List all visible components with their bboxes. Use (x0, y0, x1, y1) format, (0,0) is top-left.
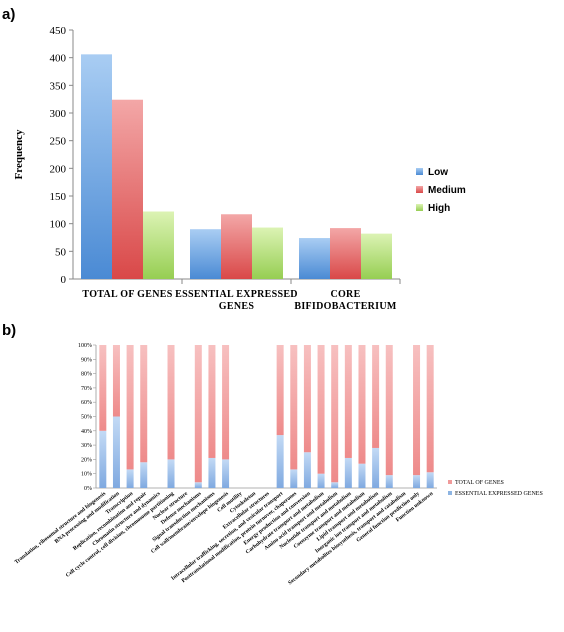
y-tick-label: 450 (50, 25, 67, 37)
bar-total-of-genes (99, 345, 107, 431)
y-axis-title: Frequency (13, 129, 25, 179)
y-tick-label: 80% (81, 372, 92, 378)
y-tick-label: 250 (50, 136, 67, 148)
bar-total-of-genes (372, 345, 380, 448)
bar-essential-expressed (413, 475, 421, 488)
bar-total-of-genes (140, 345, 148, 463)
legend-label-essential: ESSENTIAL EXPRESSED GENES (455, 491, 543, 497)
bar-total-of-genes (331, 345, 339, 483)
y-tick-label: 0 (61, 274, 67, 286)
bar-essential-expressed (208, 457, 216, 488)
y-tick-label: 70% (81, 386, 92, 392)
y-tick-label: 350 (50, 80, 67, 92)
legend-swatch-high (416, 204, 423, 211)
bar-total-of-genes (303, 345, 311, 453)
y-tick-label: 10% (81, 472, 92, 478)
bar-high (361, 233, 392, 279)
y-tick-label: 30% (81, 443, 92, 449)
y-tick-label: 50 (55, 246, 67, 258)
bar-essential-expressed (331, 482, 339, 488)
bar-total-of-genes (413, 345, 421, 476)
bar-essential-expressed (99, 430, 107, 488)
bar-total-of-genes (344, 345, 352, 458)
legend-label-total: TOTAL OF GENES (455, 480, 504, 486)
bar-essential-expressed (372, 447, 380, 488)
bar-total-of-genes (276, 345, 284, 436)
y-tick-label: 90% (81, 357, 92, 363)
y-tick-label: 20% (81, 457, 92, 463)
y-tick-label: 400 (50, 53, 67, 65)
y-tick-label: 40% (81, 429, 92, 435)
bar-low (81, 54, 112, 280)
bar-essential-expressed (140, 462, 148, 488)
bar-total-of-genes (317, 345, 325, 474)
legend-label-high: High (428, 203, 450, 214)
bar-essential-expressed (426, 472, 434, 488)
y-tick-label: 50% (81, 415, 92, 421)
y-tick-label: 60% (81, 400, 92, 406)
chart-a: 0 50 100 150 200 250 300 350 400 450 Frequency TOTA… (13, 25, 466, 312)
y-tick-label: 300 (50, 108, 67, 120)
legend-label-low: Low (428, 167, 448, 178)
bar-essential-expressed (303, 452, 311, 488)
bar-low (299, 238, 330, 279)
panel-b-label: b) (2, 322, 16, 339)
bar-essential-expressed (290, 469, 298, 488)
bar-total-of-genes (208, 345, 216, 458)
legend-swatch-low (416, 168, 423, 175)
y-tick-label: 200 (50, 163, 67, 175)
chart-b: 0%10%20%30%40%50%60%70%80%90%100%Transla… (14, 343, 543, 586)
bar-essential-expressed (385, 475, 393, 488)
bar-essential-expressed (112, 416, 120, 488)
x-category-label: TOTAL OF GENES (82, 289, 172, 300)
bar-medium (221, 214, 252, 279)
x-category-label: ESSENTIAL EXPRESSED GENES (175, 289, 298, 312)
bar-total-of-genes (385, 345, 393, 476)
legend-swatch-total (448, 480, 452, 484)
legend-label-medium: Medium (428, 185, 466, 196)
y-tick-label: 100% (78, 343, 92, 349)
bar-essential-expressed (194, 482, 202, 488)
bar-high (252, 227, 283, 279)
bar-low (190, 229, 221, 279)
y-tick-label: 0% (84, 486, 92, 492)
legend-swatch-essential (448, 491, 452, 495)
bar-total-of-genes (222, 345, 230, 460)
bar-essential-expressed (167, 459, 175, 488)
bar-essential-expressed (222, 459, 230, 488)
bar-total-of-genes (290, 345, 298, 470)
bar-essential-expressed (358, 463, 366, 488)
bar-total-of-genes (126, 345, 134, 470)
bar-total-of-genes (426, 345, 434, 473)
legend-swatch-medium (416, 186, 423, 193)
x-category-label: CORE BIFIDOBACTERIUM (294, 289, 397, 312)
bar-essential-expressed (126, 469, 134, 488)
bar-medium (330, 228, 361, 279)
bar-total-of-genes (194, 345, 202, 483)
bar-high (143, 211, 174, 279)
y-tick-label: 150 (50, 191, 67, 203)
bar-medium (112, 99, 143, 279)
y-tick-label: 100 (50, 219, 67, 231)
bar-essential-expressed (276, 435, 284, 488)
bar-essential-expressed (317, 473, 325, 488)
panel-a-label: a) (2, 6, 15, 23)
bar-total-of-genes (167, 345, 175, 460)
bar-total-of-genes (358, 345, 366, 464)
bar-total-of-genes (112, 345, 120, 417)
bar-essential-expressed (344, 457, 352, 488)
